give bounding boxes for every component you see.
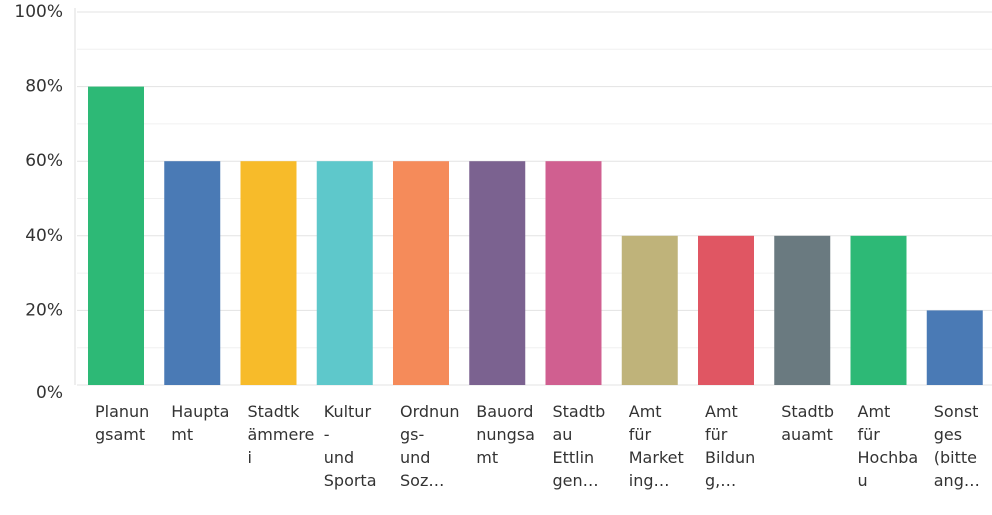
bar — [545, 161, 602, 385]
bar — [698, 235, 754, 385]
bar — [850, 235, 907, 385]
y-tick-label: 20% — [25, 300, 63, 320]
y-tick-label: 60% — [25, 151, 63, 171]
y-tick-label: 80% — [25, 77, 63, 97]
x-tick-label: Stadtb au Ettlin gen… — [552, 402, 606, 490]
x-tick-label: Amt für Bildun g,… — [705, 402, 756, 490]
y-tick-label: 100% — [14, 2, 63, 22]
x-tick-label: Ordnun gs- und Soz… — [400, 402, 460, 490]
y-tick-label: 0% — [36, 383, 63, 403]
bar — [316, 161, 373, 385]
bar — [774, 235, 831, 385]
x-tick-label: Bauord nungsa mt — [476, 402, 535, 467]
x-tick-label: Kultur - und Sporta — [323, 402, 377, 490]
x-tick-label: Sonst ges (bitte ang… — [933, 402, 980, 490]
bar — [926, 310, 983, 385]
x-tick-label: Stadtk ämmere i — [247, 402, 315, 467]
bar — [469, 161, 526, 385]
bar — [164, 161, 221, 385]
bar — [88, 86, 144, 385]
y-tick-label: 40% — [25, 226, 63, 246]
bar — [393, 161, 449, 385]
x-tick-label: Amt für Hochba u — [857, 402, 919, 490]
x-tick-label: Amt für Market ing… — [628, 402, 684, 490]
x-tick-label: Haupta mt — [171, 402, 230, 444]
x-tick-label: Planun gsamt — [95, 402, 150, 444]
bar — [621, 235, 678, 385]
bar — [240, 161, 297, 385]
x-tick-label: Stadtb auamt — [781, 402, 835, 444]
